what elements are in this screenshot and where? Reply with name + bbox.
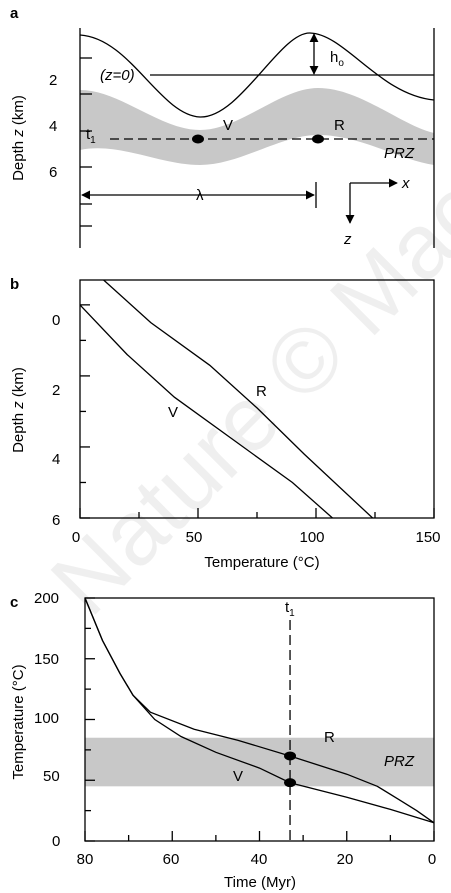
panel-c-ytick-0: 0 <box>52 833 60 850</box>
panel-c: c t1 R V PRZ 200 150 100 50 0 80 60 40 2… <box>10 590 436 891</box>
panel-c-t1-label: t1 <box>285 599 295 619</box>
panel-b-series <box>79 279 374 519</box>
panel-a-r-label: R <box>334 117 345 134</box>
panel-b-ytick-0: 0 <box>52 312 60 329</box>
panel-b-xtick-150: 150 <box>415 529 440 546</box>
panel-c-marker-V <box>284 778 297 788</box>
panel-b: b 0 2 4 6 0 50 100 150 Temperature (°C) … <box>10 276 441 571</box>
panel-c-r-label: R <box>324 729 335 746</box>
panel-b-ytick-6: 6 <box>52 512 60 529</box>
panel-c-ylabel: Temperature (°C) <box>10 664 27 779</box>
panel-c-series <box>84 597 435 824</box>
panel-b-ytick-4: 4 <box>52 451 60 468</box>
panel-b-r-label: R <box>256 383 267 400</box>
panel-a-t1-label: t1 <box>86 126 96 146</box>
panel-a-z0-label: (z=0) <box>100 67 135 84</box>
panel-b-xtick-100: 100 <box>299 529 324 546</box>
panel-b-ytick-2: 2 <box>52 382 60 399</box>
panel-b-xtick-0: 0 <box>72 529 80 546</box>
panel-b-ticks <box>79 304 435 519</box>
panel-b-xtick-50: 50 <box>186 529 203 546</box>
panel-a-lambda-label: λ <box>196 187 204 204</box>
panel-b-series-R <box>103 279 374 519</box>
panel-c-xtick-80: 80 <box>77 851 94 868</box>
panel-a-z-label: z <box>343 231 352 248</box>
panel-b-series-V <box>79 304 333 519</box>
panel-c-ytick-100: 100 <box>34 710 59 727</box>
panel-c-xlabel: Time (Myr) <box>224 874 296 891</box>
panel-a-prz-label: PRZ <box>384 145 415 162</box>
panel-c-ytick-50: 50 <box>43 768 60 785</box>
panel-c-ytick-200: 200 <box>34 590 59 607</box>
panel-c-prz-band <box>85 737 434 787</box>
panel-c-xtick-0: 0 <box>428 851 436 868</box>
panel-a-x-label: x <box>401 175 410 192</box>
panel-a-letter: a <box>10 5 19 22</box>
panel-c-xtick-20: 20 <box>337 851 354 868</box>
panel-b-v-label: V <box>168 404 178 421</box>
panel-a-ylabel: Depth z (km) <box>10 95 27 181</box>
panel-a-ho-label: ho <box>330 49 344 69</box>
panel-c-xtick-60: 60 <box>163 851 180 868</box>
panel-a-v-point <box>192 134 204 144</box>
panel-a-ticks <box>80 57 92 227</box>
panel-a: a 2 4 6 Depth z (km) (z=0) ho t1 <box>10 5 435 248</box>
panel-c-marker-R <box>284 751 297 761</box>
panel-a-prz-band <box>80 88 434 165</box>
panel-a-ytick-6: 6 <box>49 164 57 181</box>
panel-c-prz-label: PRZ <box>384 753 415 770</box>
panel-c-xtick-40: 40 <box>251 851 268 868</box>
panel-a-ytick-4: 4 <box>49 118 57 135</box>
panel-c-letter: c <box>10 594 18 611</box>
panel-c-ytick-150: 150 <box>34 651 59 668</box>
panel-a-topography-curve <box>79 32 435 118</box>
panel-a-v-label: V <box>223 117 233 134</box>
panel-c-series-R <box>84 597 435 824</box>
panel-c-series-V <box>84 597 435 824</box>
panel-c-v-label: V <box>233 768 243 785</box>
panel-a-ytick-2: 2 <box>49 72 57 89</box>
panel-a-r-point <box>312 134 324 144</box>
panel-b-xlabel: Temperature (°C) <box>204 554 319 571</box>
panel-c-ticks <box>84 597 435 842</box>
panel-b-ylabel: Depth z (km) <box>10 367 27 453</box>
panel-c-frame <box>84 597 435 842</box>
panel-b-letter: b <box>10 276 19 293</box>
